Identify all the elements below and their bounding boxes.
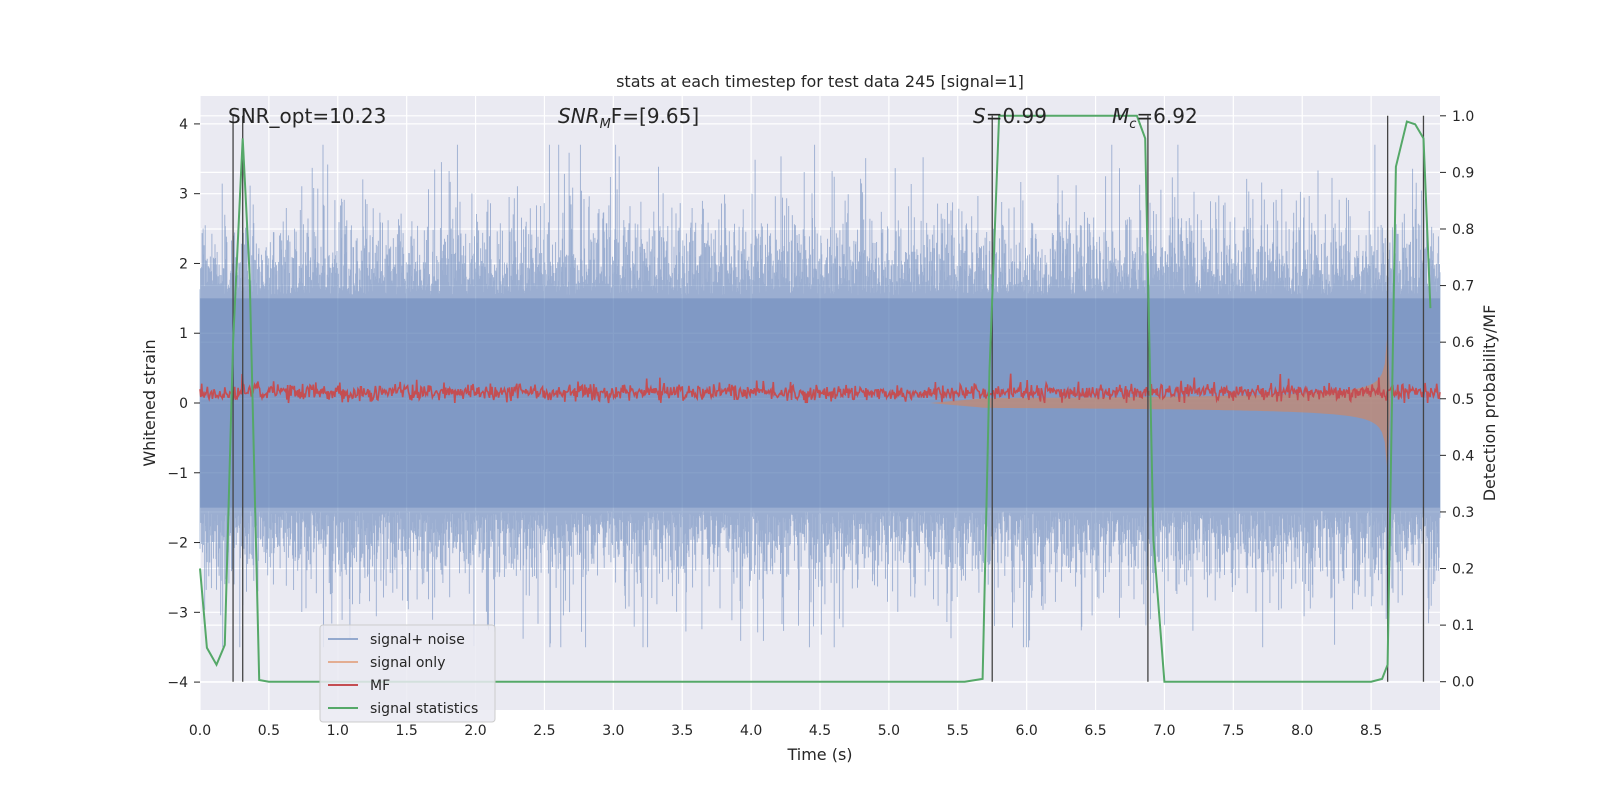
annotation-snr-opt: SNR_opt=10.23: [228, 104, 386, 128]
x-tick-label: 7.0: [1153, 723, 1175, 739]
x-tick-label: 4.5: [809, 723, 831, 739]
x-axis-label: Time (s): [786, 745, 852, 764]
y-tick-label: −1: [167, 466, 188, 482]
series-signal-statistics: [199, 114, 1432, 683]
y2-tick-label: 0.2: [1452, 562, 1474, 578]
x-tick-label: 0.0: [189, 723, 211, 739]
x-tick-label: 8.0: [1291, 723, 1313, 739]
y2-tick-label: 0.8: [1452, 222, 1474, 238]
y2-tick-label: 0.7: [1452, 279, 1474, 295]
y2-tick-label: 0.0: [1452, 675, 1474, 691]
x-tick-label: 7.5: [1222, 723, 1244, 739]
y2-axis-label: Detection probability/MF: [1480, 305, 1499, 502]
y2-tick-label: 1.0: [1452, 109, 1474, 125]
x-tick-label: 6.5: [1084, 723, 1106, 739]
x-axis: 0.0 0.5 1.0 1.5 2.0 2.5 3.0 3.5 4.0 4.5 5.0 5.5 6.0 6…: [189, 723, 1382, 739]
y2-tick-label: 0.6: [1452, 335, 1474, 351]
y-axis-right: 1.0 0.9 0.8 0.7 0.6 0.5 0.4 0.3 0.2 0.1 0.0: [1440, 109, 1474, 691]
y-tick-label: −2: [167, 536, 188, 552]
legend-label-signal-statistics: signal statistics: [370, 701, 478, 717]
y-axis-label: Whitened strain: [140, 339, 159, 466]
chart-title: stats at each timestep for test data 245…: [616, 72, 1024, 91]
y-tick-label: 0: [179, 396, 188, 412]
x-tick-label: 6.0: [1016, 723, 1038, 739]
legend-label-signal-only: signal only: [370, 655, 445, 671]
y-tick-label: 1: [179, 326, 188, 342]
y-tick-label: −4: [167, 675, 188, 691]
annotation-snr-mf: SNRMF=[9.65]: [558, 104, 699, 132]
annotation-snr-mf-suffix: F=[9.65]: [611, 104, 699, 128]
y-axis-left: 4 3 2 1 0 −1 −2 −3 −4: [167, 117, 200, 691]
legend-label-signal-noise: signal+ noise: [370, 632, 465, 648]
annotation-snr-mf-sub: M: [600, 117, 611, 132]
annotation-s-prefix: S: [973, 104, 986, 128]
legend-box: [319, 624, 496, 723]
x-tick-label: 4.0: [740, 723, 762, 739]
x-tick-label: 3.5: [671, 723, 693, 739]
x-tick-label: 1.0: [327, 723, 349, 739]
x-tick-label: 3.0: [602, 723, 624, 739]
x-tick-label: 5.0: [878, 723, 900, 739]
event-markers: [232, 115, 1425, 682]
signal-only-envelope: [930, 332, 1391, 474]
y2-tick-label: 0.9: [1452, 165, 1474, 181]
legend-label-mf: MF: [370, 678, 390, 694]
y2-tick-label: 0.4: [1452, 448, 1474, 464]
annotation-mc: Mc=6.92: [1112, 104, 1198, 132]
x-tick-label: 5.5: [947, 723, 969, 739]
annotation-s: S=0.99: [973, 104, 1047, 128]
annotation-mc-sub: c: [1129, 117, 1136, 132]
series-mf: [199, 373, 1441, 404]
x-tick-label: 2.0: [464, 723, 486, 739]
signal-statistics-line: [199, 114, 1432, 683]
x-tick-label: 1.5: [396, 723, 418, 739]
legend: signal+ noise signal only MF signal stat…: [319, 624, 496, 723]
y-tick-label: 4: [179, 117, 188, 133]
x-tick-label: 0.5: [258, 723, 280, 739]
y2-tick-label: 0.3: [1452, 505, 1474, 521]
annotation-mc-prefix: M: [1112, 104, 1129, 128]
x-tick-label: 8.5: [1360, 723, 1382, 739]
annotation-s-suffix: =0.99: [986, 104, 1047, 128]
y-tick-label: 2: [179, 256, 188, 272]
y-tick-label: 3: [179, 187, 188, 203]
y2-tick-label: 0.5: [1452, 392, 1474, 408]
annotation-snr-mf-prefix: SNR: [558, 104, 600, 128]
x-tick-label: 2.5: [533, 723, 555, 739]
mf-trace: [199, 373, 1441, 404]
annotation-mc-suffix: =6.92: [1136, 104, 1197, 128]
y-tick-label: −3: [167, 605, 188, 621]
series-signal-only: [930, 332, 1391, 474]
y2-tick-label: 0.1: [1452, 618, 1474, 634]
